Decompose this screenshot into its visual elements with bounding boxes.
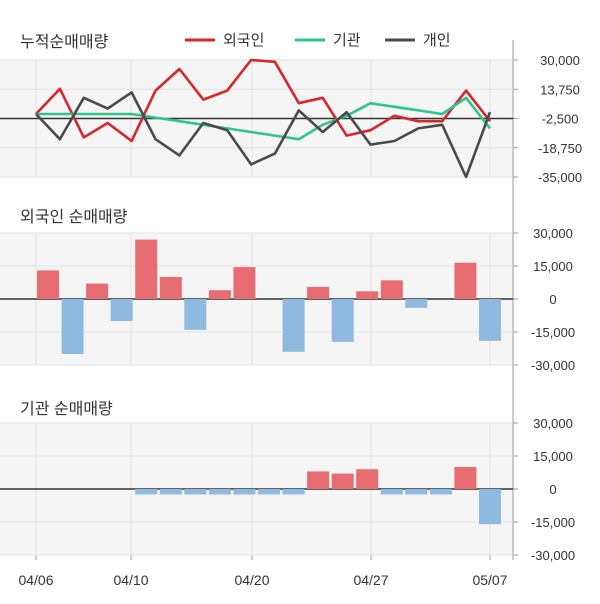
bar-negative xyxy=(184,489,207,495)
series-line-institution xyxy=(36,96,492,141)
bar-positive xyxy=(331,473,354,489)
y-tick-label: -15,000 xyxy=(531,325,575,340)
bar-positive xyxy=(159,277,182,299)
bar-positive xyxy=(208,290,231,299)
bar-negative xyxy=(282,299,305,352)
x-tick-label: 05/07 xyxy=(472,572,507,588)
legend-label-institution: 기관 xyxy=(333,32,361,49)
y-tick-label: 30,000 xyxy=(540,53,580,68)
x-tick-label: 04/20 xyxy=(234,572,269,588)
legend-label-individual: 개인 xyxy=(423,32,451,49)
bar-positive xyxy=(233,267,256,299)
y-tick-label: 0 xyxy=(549,292,556,307)
bar-negative xyxy=(208,489,231,495)
x-tick-label: 04/10 xyxy=(113,572,148,588)
bar-negative xyxy=(479,299,501,341)
chart-title-foreign: 외국인 순매매량 xyxy=(20,208,128,226)
bar-positive xyxy=(454,467,477,489)
bar-positive xyxy=(86,283,109,299)
bar-positive xyxy=(307,286,330,299)
y-tick-label: 30,000 xyxy=(533,226,573,241)
y-tick-label: -15,000 xyxy=(531,515,575,530)
bar-positive xyxy=(356,291,379,299)
chart-title-cumulative: 누적순매매량 xyxy=(20,33,109,51)
bar-negative xyxy=(258,489,280,495)
bar-positive xyxy=(380,280,403,299)
y-tick-label: -18,750 xyxy=(538,141,582,156)
x-tick-label: 04/06 xyxy=(18,572,53,588)
bar-positive xyxy=(307,471,330,489)
bar-negative xyxy=(405,489,428,495)
bar-negative xyxy=(61,299,84,354)
y-tick-label: 15,000 xyxy=(533,259,573,274)
y-tick-label: -35,000 xyxy=(538,170,582,185)
bar-positive xyxy=(37,270,59,299)
bar-negative xyxy=(331,299,354,342)
series-line-foreign xyxy=(35,58,492,143)
bar-negative xyxy=(380,489,403,495)
bar-negative xyxy=(184,299,207,330)
y-tick-label: 0 xyxy=(549,482,556,497)
y-tick-label: 15,000 xyxy=(533,449,573,464)
bar-negative xyxy=(233,489,256,495)
y-tick-label: 30,000 xyxy=(533,416,573,431)
y-tick-label: -30,000 xyxy=(531,548,575,563)
x-tick-label: 04/27 xyxy=(353,572,388,588)
bar-negative xyxy=(405,299,428,308)
bar-positive xyxy=(454,262,477,299)
series-line-individual xyxy=(35,91,492,179)
bar-negative xyxy=(159,489,182,495)
y-tick-label: 13,750 xyxy=(540,82,580,97)
bar-positive xyxy=(135,239,158,299)
y-tick-label: -30,000 xyxy=(531,358,575,373)
chart-title-institution: 기관 순매매량 xyxy=(20,400,113,418)
legend-label-foreign: 외국인 xyxy=(223,32,264,49)
bar-negative xyxy=(429,489,452,495)
bar-positive xyxy=(356,469,379,489)
bar-negative xyxy=(282,489,305,495)
bar-negative xyxy=(135,489,158,495)
y-tick-label: -2,500 xyxy=(542,112,579,127)
bar-negative xyxy=(479,489,501,525)
bar-negative xyxy=(110,299,133,321)
